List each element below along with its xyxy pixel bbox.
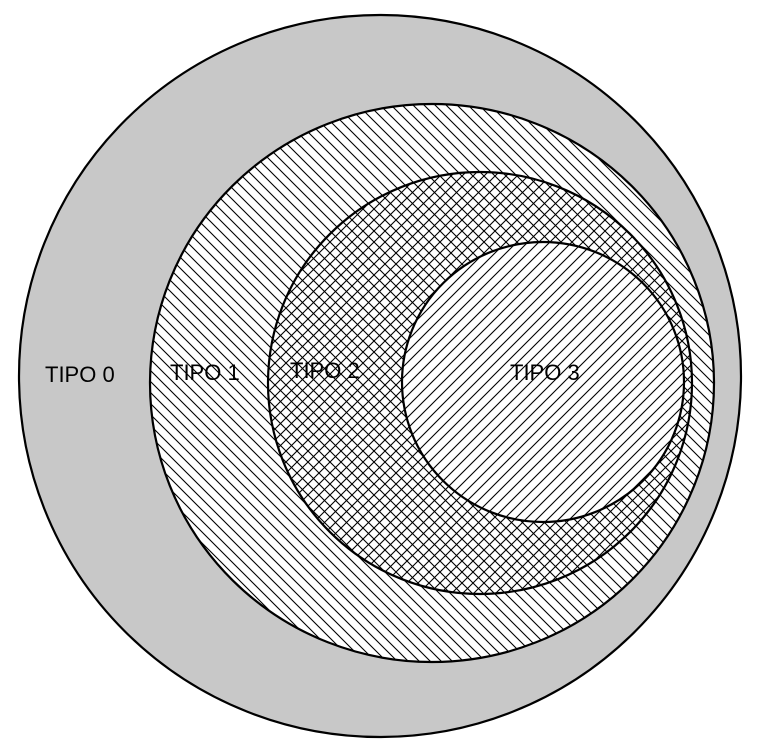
region-tipo-3: [400, 240, 686, 524]
label-tipo-3: TIPO 3: [510, 360, 580, 385]
label-tipo-2: TIPO 2: [290, 358, 360, 383]
label-tipo-0: TIPO 0: [45, 362, 115, 387]
label-tipo-1: TIPO 1: [170, 360, 240, 385]
